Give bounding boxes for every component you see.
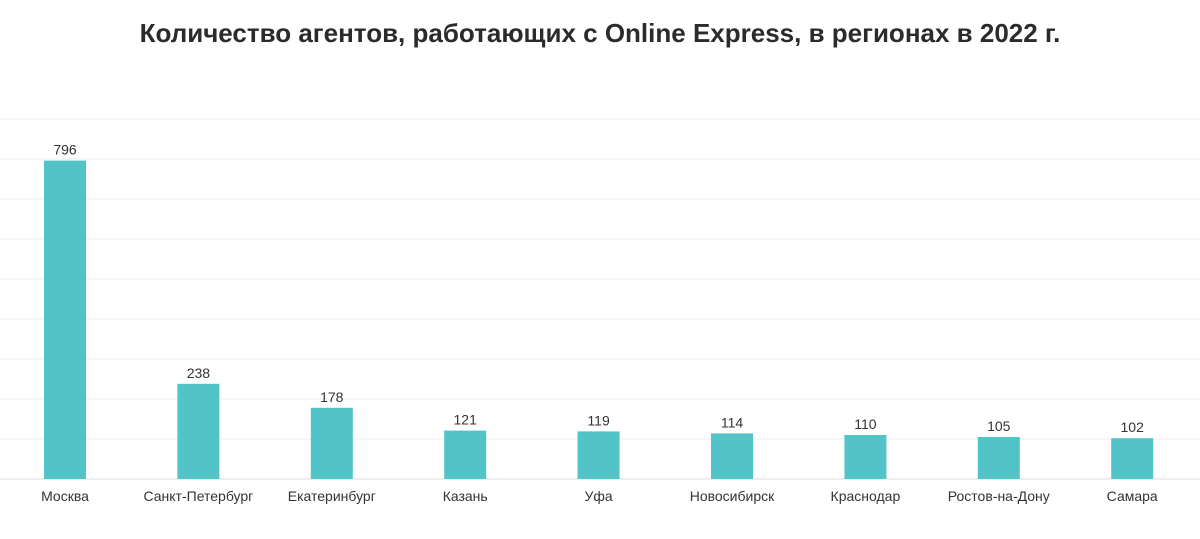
bar: [844, 435, 887, 479]
chart-title: Количество агентов, работающих с Online …: [139, 18, 1061, 48]
bar: [44, 160, 86, 479]
x-tick-label: Ростов-на-Дону: [948, 488, 1050, 504]
x-tick-label: Москва: [41, 488, 89, 504]
data-label: 178: [320, 389, 344, 405]
data-label: 102: [1121, 419, 1145, 435]
data-label: 114: [721, 414, 744, 430]
bar: [177, 383, 220, 479]
data-label: 110: [854, 416, 877, 432]
data-label: 121: [454, 412, 478, 428]
bar: [444, 430, 487, 479]
data-label: 105: [987, 418, 1011, 434]
x-tick-label: Краснодар: [831, 488, 901, 504]
data-label: 238: [187, 365, 211, 381]
data-label: 119: [587, 412, 610, 428]
bar: [711, 433, 753, 479]
bar: [977, 437, 1020, 479]
bar: [1111, 438, 1154, 479]
x-tick-label: Екатеринбург: [288, 488, 376, 504]
x-tick-label: Самара: [1107, 488, 1158, 504]
bar: [310, 407, 353, 479]
x-tick-label: Санкт-Петербург: [143, 488, 253, 504]
x-tick-label: Новосибирск: [690, 488, 775, 504]
bar: [577, 431, 620, 479]
x-tick-label: Казань: [443, 488, 488, 504]
x-tick-label: Уфа: [584, 488, 612, 504]
data-label: 796: [53, 142, 77, 158]
